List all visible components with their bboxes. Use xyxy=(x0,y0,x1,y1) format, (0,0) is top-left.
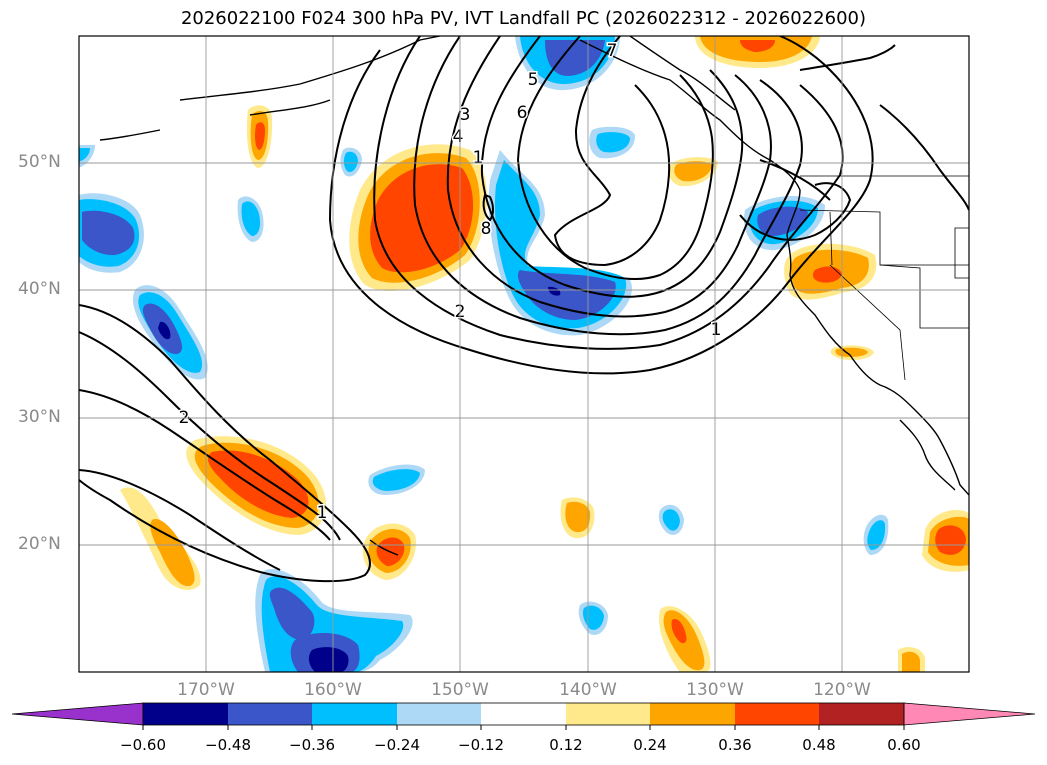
negative-anomaly-region xyxy=(596,132,630,153)
lon-label: 140°W xyxy=(559,680,617,700)
contour-label: 4 xyxy=(453,127,464,147)
colorbar-min-extend xyxy=(11,702,144,726)
positive-anomaly-region xyxy=(671,619,687,644)
negative-anomaly-region xyxy=(269,587,315,640)
colorbar-tick-label: 0.48 xyxy=(802,736,836,754)
negative-anomaly-region xyxy=(82,210,135,256)
positive-anomaly-region xyxy=(150,519,195,587)
positive-anomaly-region xyxy=(812,266,842,283)
positive-anomaly-region xyxy=(674,161,712,182)
lon-label: 160°W xyxy=(304,680,362,700)
negative-anomaly-region xyxy=(548,286,561,296)
map-plot: 3 4 5 6 7 8 1 2 2 1 1 xyxy=(78,35,970,673)
contour-label: 6 xyxy=(517,103,528,123)
colorbar-tick-label: −0.24 xyxy=(374,736,420,754)
negative-anomaly-region xyxy=(867,520,886,550)
positive-anomaly-region xyxy=(208,450,309,518)
contour-label: 5 xyxy=(528,70,539,90)
negative-anomaly-region xyxy=(545,40,605,76)
colorbar-segment xyxy=(228,703,312,725)
colorbar-segment xyxy=(566,703,650,725)
colorbar-tick-label: 0.60 xyxy=(887,736,921,754)
positive-anomaly-region xyxy=(740,40,775,52)
colorbar-tick-label: −0.48 xyxy=(205,736,251,754)
negative-anomaly-region xyxy=(517,270,616,320)
colorbar-tick-label: 0.12 xyxy=(549,736,583,754)
colorbar xyxy=(11,702,1036,730)
lat-label: 30°N xyxy=(18,407,61,427)
colorbar-segment xyxy=(312,703,397,725)
negative-anomaly-region xyxy=(241,201,261,236)
lat-label: 20°N xyxy=(18,534,61,554)
negative-anomaly-region xyxy=(372,469,420,491)
colorbar-tick-label: 0.36 xyxy=(718,736,752,754)
colorbar-tick-label: 0.24 xyxy=(633,736,667,754)
colorbar-segment xyxy=(735,703,819,725)
map-gridlines xyxy=(79,36,969,672)
positive-anomaly-region xyxy=(565,501,591,533)
positive-anomaly-region xyxy=(935,525,966,555)
colorbar-segment xyxy=(650,703,735,725)
political-borders xyxy=(799,175,969,381)
colorbar-max-extend xyxy=(903,702,1036,726)
colorbar-tick-label: −0.36 xyxy=(289,736,335,754)
negative-anomaly-region xyxy=(662,509,680,531)
lat-label: 50°N xyxy=(18,152,61,172)
ivt-contours xyxy=(79,36,969,583)
lon-label: 130°W xyxy=(686,680,744,700)
negative-anomaly-region xyxy=(343,151,358,172)
negative-anomaly-region xyxy=(79,148,90,162)
positive-anomaly-region xyxy=(902,651,920,672)
negative-anomaly-region xyxy=(308,647,349,672)
colorbar-tick-label: −0.12 xyxy=(458,736,504,754)
negative-anomaly-region xyxy=(158,321,171,340)
coastline xyxy=(99,36,969,556)
colorbar-segment xyxy=(397,703,481,725)
figure-title: 2026022100 F024 300 hPa PV, IVT Landfall… xyxy=(180,8,867,29)
colorbar-segment xyxy=(143,703,228,725)
contour-label: 1 xyxy=(473,148,484,168)
colorbar-tick-label: −0.60 xyxy=(120,736,166,754)
contour-label: 8 xyxy=(481,219,492,239)
positive-anomaly-region xyxy=(255,122,265,150)
pv-anomaly-fill xyxy=(79,36,969,672)
colorbar-segment xyxy=(481,703,566,725)
contour-label: 3 xyxy=(460,105,471,125)
contour-label: 7 xyxy=(607,41,618,61)
lat-label: 40°N xyxy=(18,279,61,299)
colorbar-segment xyxy=(819,703,904,725)
contour-label: 1 xyxy=(317,503,328,523)
lon-label: 150°W xyxy=(431,680,489,700)
lon-label: 120°W xyxy=(813,680,871,700)
map-frame xyxy=(78,35,970,673)
lon-label: 170°W xyxy=(177,680,235,700)
contour-label: 1 xyxy=(711,320,722,340)
